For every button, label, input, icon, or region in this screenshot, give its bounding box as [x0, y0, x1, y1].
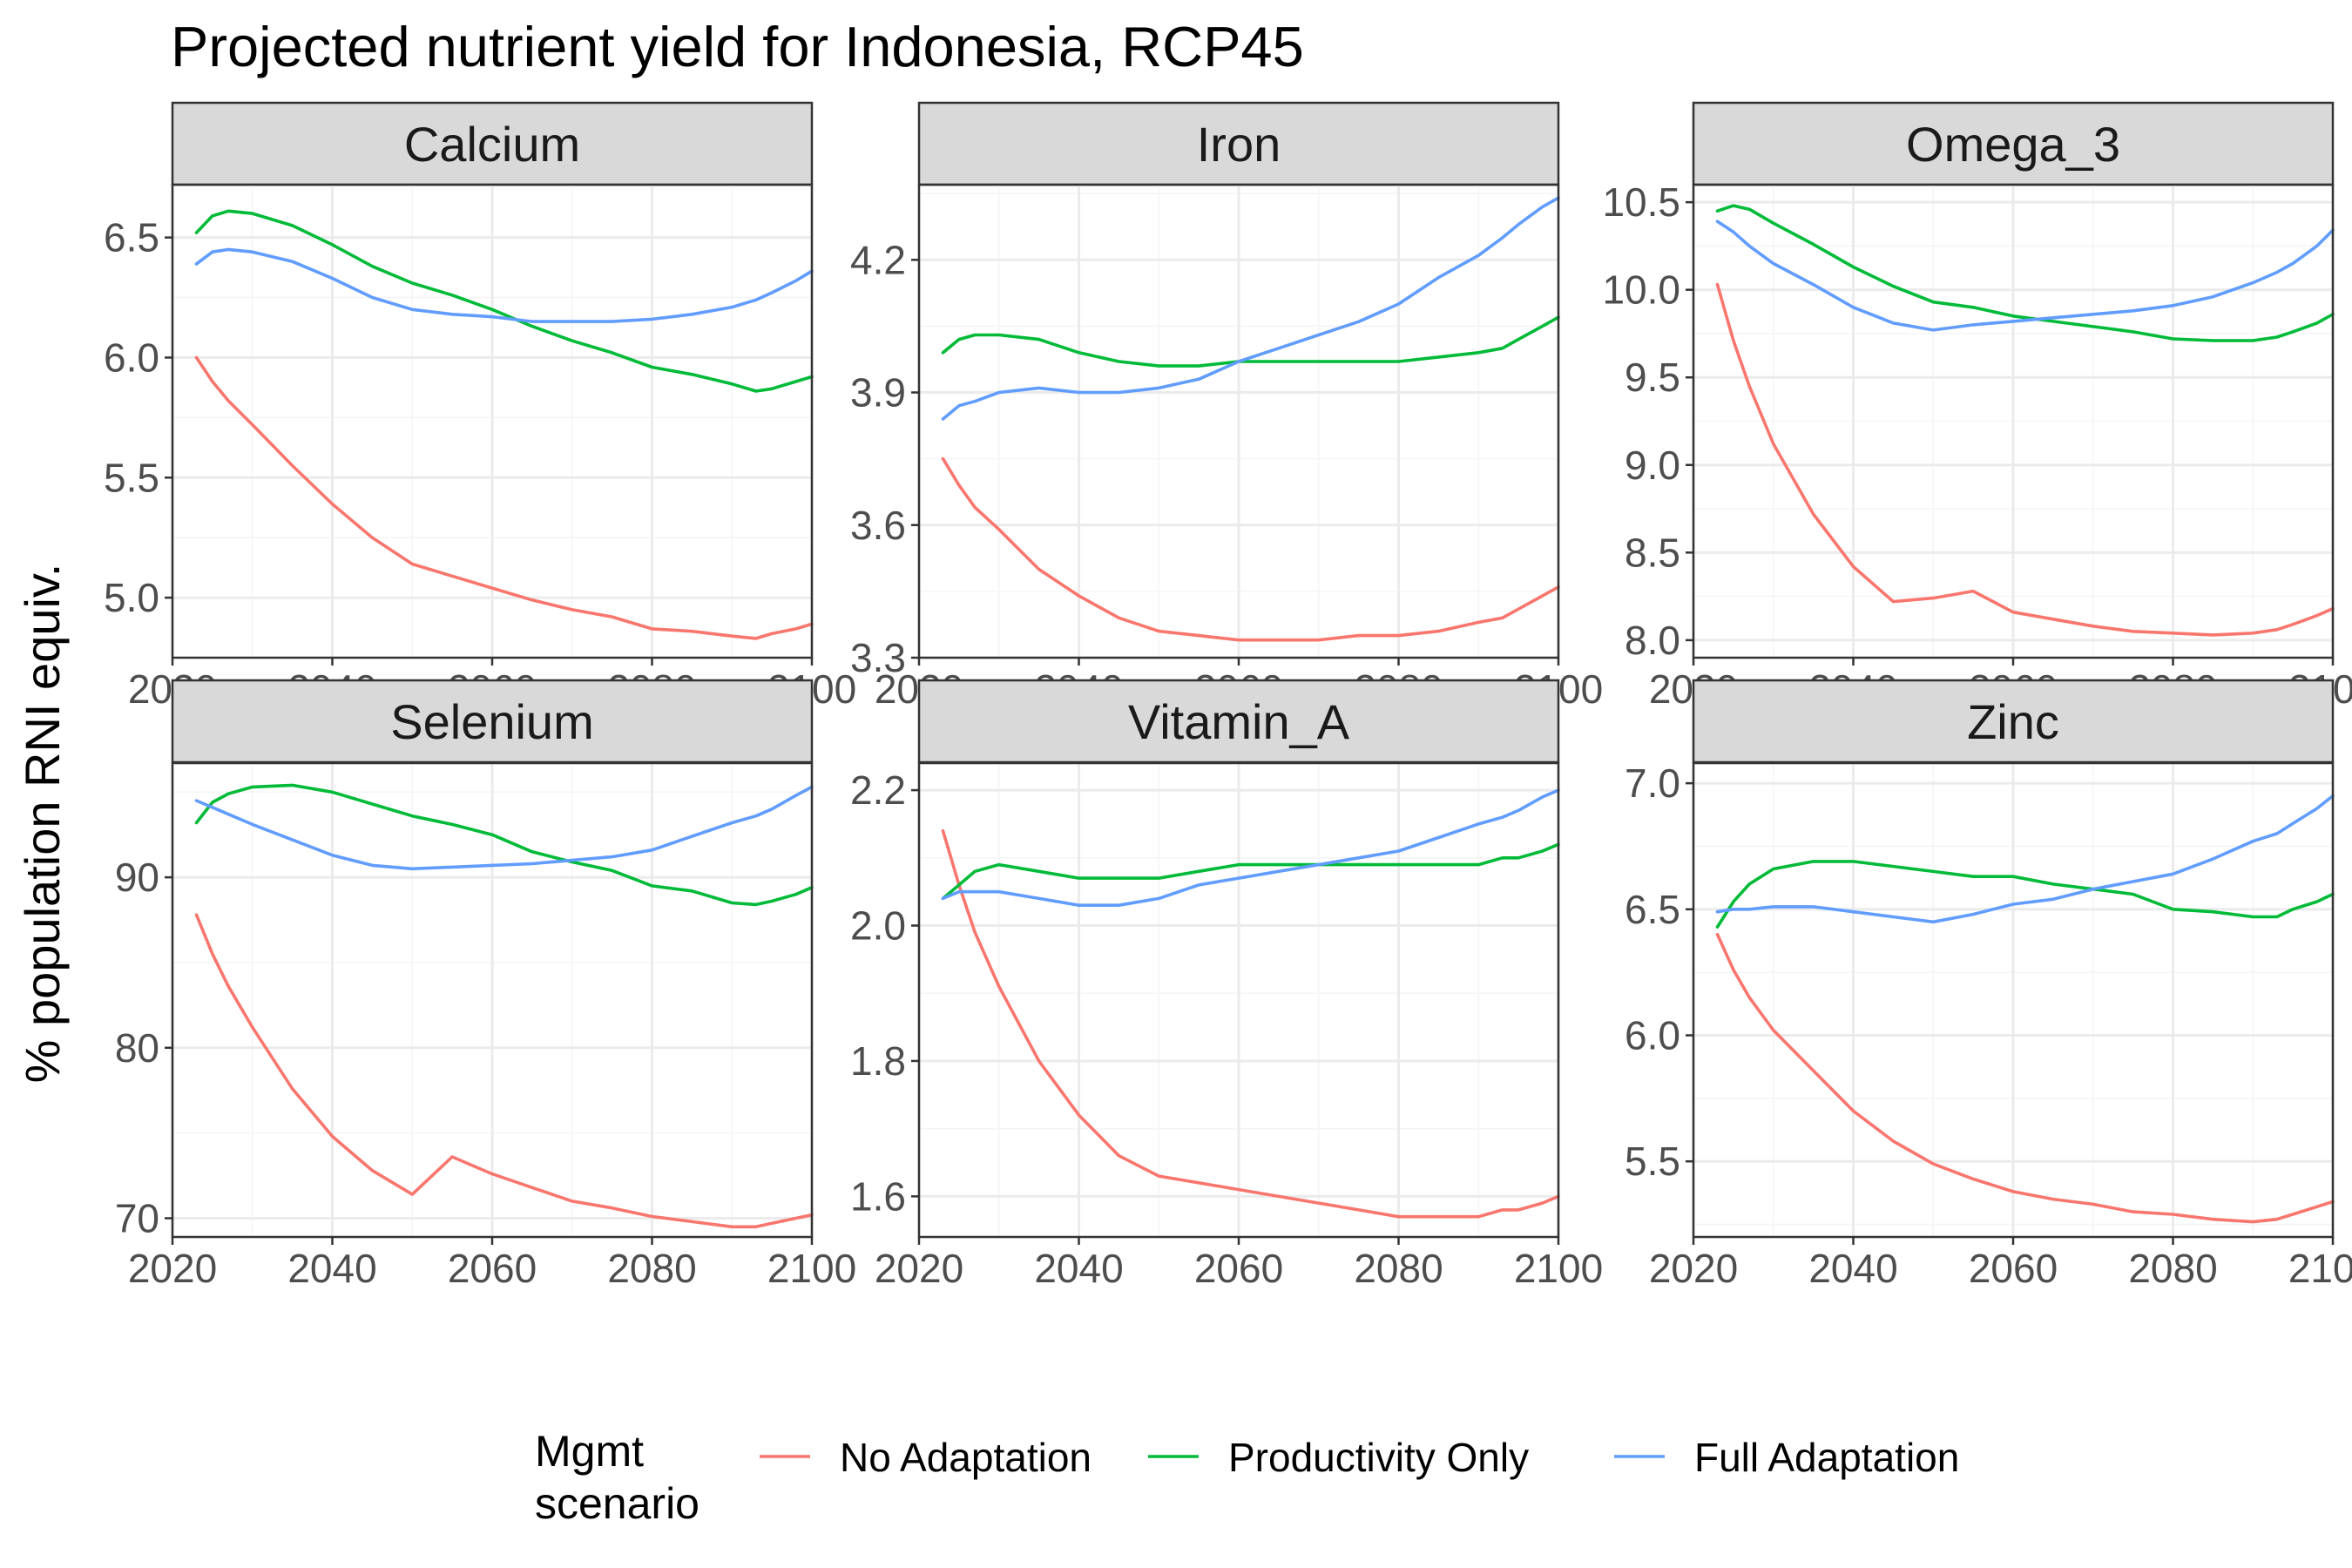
series-line-selenium-productivity-only [194, 783, 814, 907]
panel-zinc: Zinc 5.5 6.0 6.5 7.0 2020 2040 2060 2080 2100 [1625, 679, 2352, 1291]
legend-title-line: scenario [535, 1479, 700, 1528]
facet-panels: Calcium 5.0 5.5 6.0 6.5 2020 2040 2060 2080 2100 I… [104, 101, 2352, 1291]
x-tick-label: 2020 [1649, 1246, 1738, 1291]
y-tick-label: 2.0 [850, 903, 906, 949]
legend-title: Mgmt scenario [535, 1427, 700, 1528]
strip-selenium [171, 679, 814, 764]
series-line-zinc-no-adaptation [1715, 933, 2335, 1224]
legend-title-line: Mgmt [535, 1427, 644, 1476]
strip-label-vitamin-a: Vitamin_A [1128, 694, 1350, 749]
y-tick-label: 7.0 [1625, 760, 1680, 806]
y-tick-label: 8.5 [1625, 530, 1680, 575]
series-line-calcium-no-adaptation [194, 355, 814, 640]
strip-zinc [1692, 679, 2335, 764]
chart-title: Projected nutrient yield for Indonesia, … [171, 15, 1304, 78]
y-tick-label: 10.0 [1602, 267, 1680, 313]
y-tick-label: 1.6 [850, 1173, 906, 1219]
x-tick-label: 2040 [1034, 1246, 1123, 1291]
strip-label-calcium: Calcium [404, 117, 580, 172]
series-line-vitamin-a-productivity-only [941, 842, 1560, 901]
strip-iron [917, 101, 1560, 186]
panel-vitamin-a: Vitamin_A 1.6 1.8 2.0 2.2 2020 2040 2060 2080 210… [850, 679, 1603, 1291]
x-tick-label: 2060 [448, 1246, 537, 1291]
y-tick-label: 6.5 [1625, 887, 1680, 932]
y-tick-label: 3.9 [850, 370, 906, 416]
y-axis-title: % population RNI equiv. [15, 564, 70, 1084]
strip-calcium [171, 101, 814, 186]
x-tick-label: 2040 [287, 1246, 376, 1291]
x-tick-label: 2100 [767, 1246, 856, 1291]
y-tick-label: 6.0 [1625, 1013, 1680, 1058]
series-line-calcium-full-adaptation [194, 247, 814, 323]
y-tick-label: 9.5 [1625, 355, 1680, 400]
x-tick-label: 2100 [1514, 1246, 1603, 1291]
series-line-zinc-full-adaptation [1715, 794, 2335, 924]
legend-label-productivity-only: Productivity Only [1228, 1435, 1529, 1480]
x-tick-label: 2080 [2128, 1246, 2217, 1291]
strip-label-omega-3: Omega_3 [1906, 117, 2120, 172]
legend-label-full-adaptation: Full Adaptation [1694, 1435, 1959, 1480]
y-tick-label: 5.5 [1625, 1139, 1680, 1184]
series-line-iron-no-adaptation [941, 456, 1560, 642]
series-line-iron-full-adaptation [941, 196, 1560, 421]
series-line-selenium-full-adaptation [194, 785, 814, 871]
series-line-iron-productivity-only [941, 315, 1560, 368]
y-tick-label: 1.8 [850, 1038, 906, 1084]
strip-label-zinc: Zinc [1967, 694, 2059, 749]
y-tick-label: 3.3 [850, 635, 906, 680]
series-line-zinc-productivity-only [1715, 860, 2335, 929]
y-tick-label: 5.0 [104, 575, 159, 620]
x-tick-label: 2100 [2288, 1246, 2352, 1291]
legend-item-full-adaptation: Full Adaptation [1614, 1435, 1959, 1480]
y-tick-label: 9.0 [1625, 443, 1680, 488]
strip-vitamin-a [917, 679, 1560, 764]
strip-label-selenium: Selenium [390, 694, 593, 749]
x-tick-label: 2060 [1194, 1246, 1283, 1291]
series-line-selenium-no-adaptation [194, 913, 814, 1229]
legend-label-no-adaptation: No Adaptation [840, 1435, 1092, 1480]
x-tick-label: 2020 [128, 1246, 217, 1291]
y-tick-label: 2.2 [850, 767, 906, 813]
y-tick-label: 8.0 [1625, 618, 1680, 663]
series-line-vitamin-a-no-adaptation [941, 828, 1560, 1219]
x-tick-label: 2080 [607, 1246, 696, 1291]
legend-item-productivity-only: Productivity Only [1148, 1435, 1529, 1480]
x-tick-label: 2080 [1354, 1246, 1443, 1291]
x-tick-label: 2060 [1969, 1246, 2058, 1291]
y-tick-label: 3.6 [850, 503, 906, 548]
y-tick-label: 6.5 [104, 215, 159, 260]
strip-label-iron: Iron [1197, 117, 1281, 172]
series-line-omega-3-no-adaptation [1715, 282, 2335, 637]
x-tick-label: 2040 [1808, 1246, 1897, 1291]
x-tick-label: 2020 [875, 1246, 963, 1291]
strip-omega-3 [1692, 101, 2335, 186]
legend-item-no-adaptation: No Adaptation [760, 1435, 1092, 1480]
y-tick-label: 10.5 [1602, 179, 1680, 225]
y-tick-label: 90 [115, 855, 159, 900]
y-tick-label: 80 [115, 1025, 159, 1071]
y-tick-label: 6.0 [104, 335, 159, 380]
y-tick-label: 70 [115, 1195, 159, 1240]
series-line-vitamin-a-full-adaptation [941, 788, 1560, 907]
legend: Mgmt scenario No Adaptation Productivity On… [535, 1427, 1959, 1528]
y-tick-label: 5.5 [104, 455, 159, 500]
series-line-omega-3-full-adaptation [1715, 220, 2335, 332]
y-tick-label: 4.2 [850, 237, 906, 282]
panel-selenium: Selenium 70 80 90 2020 2040 2060 2080 2100 [115, 679, 856, 1291]
